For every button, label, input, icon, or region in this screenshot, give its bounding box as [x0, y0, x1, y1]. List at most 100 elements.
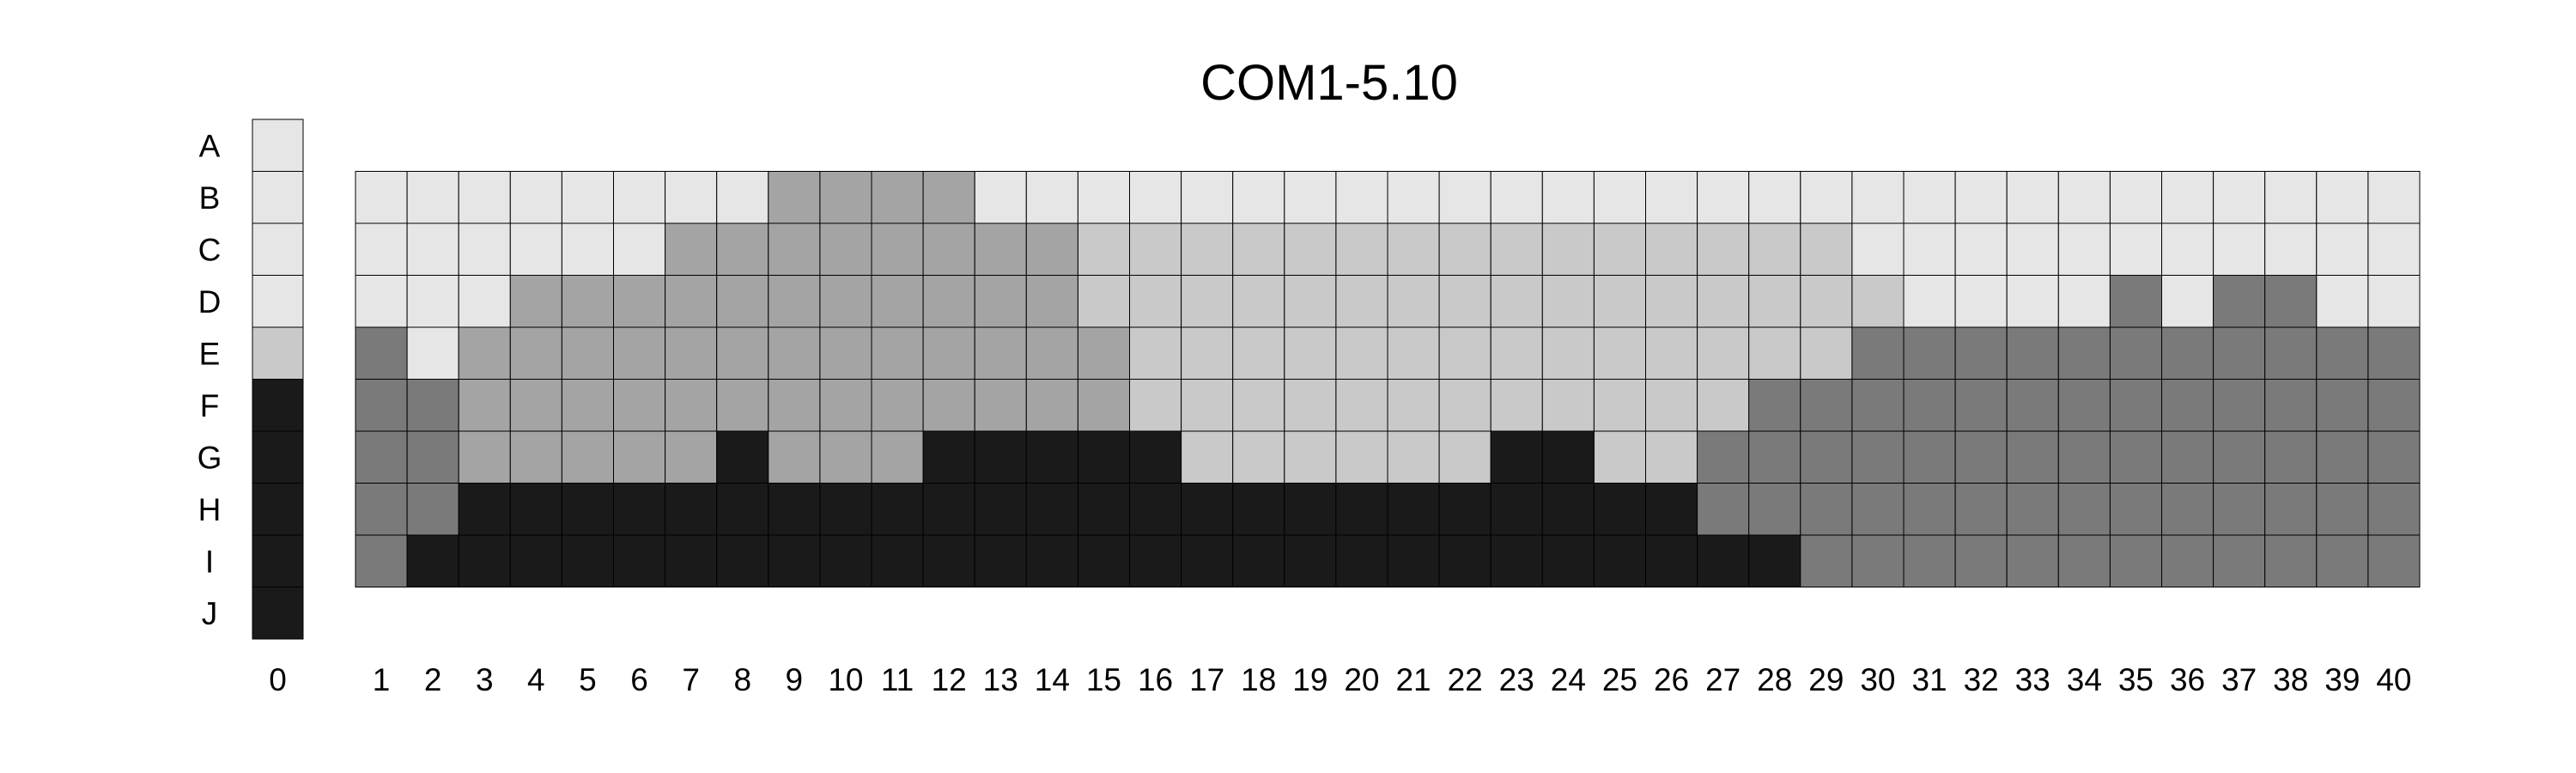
cell-d-25 — [1593, 275, 1647, 328]
cell-i-25 — [1593, 534, 1647, 587]
cell-c-1 — [355, 222, 408, 276]
cell-c-10 — [819, 222, 872, 276]
column-label-19: 19 — [1292, 662, 1327, 697]
cell-b-13 — [974, 171, 1027, 224]
cell-i-21 — [1387, 534, 1440, 587]
row-label-g: G — [197, 440, 222, 475]
chart-title: COM1-5.10 — [1200, 55, 1458, 111]
cell-h-4 — [509, 483, 562, 536]
cell-i-11 — [871, 534, 924, 587]
ref-cell-b — [252, 171, 304, 224]
cell-c-36 — [2161, 222, 2215, 276]
cell-b-33 — [2006, 171, 2059, 224]
row-label-e: E — [199, 336, 221, 371]
cell-e-22 — [1438, 326, 1492, 380]
cell-e-25 — [1593, 326, 1647, 380]
column-label-16: 16 — [1138, 662, 1173, 697]
cell-h-36 — [2161, 483, 2215, 536]
cell-c-27 — [1697, 222, 1750, 276]
column-label-18: 18 — [1241, 662, 1276, 697]
cell-h-17 — [1181, 483, 1234, 536]
cell-d-1 — [355, 275, 408, 328]
cell-f-4 — [509, 379, 562, 432]
column-label-7: 7 — [682, 662, 700, 697]
column-label-4: 4 — [527, 662, 545, 697]
cell-e-6 — [613, 326, 666, 380]
cell-e-37 — [2213, 326, 2266, 380]
cell-d-10 — [819, 275, 872, 328]
cell-c-38 — [2264, 222, 2318, 276]
column-label-33: 33 — [2015, 662, 2050, 697]
cell-c-5 — [561, 222, 615, 276]
cell-g-9 — [768, 430, 821, 484]
cell-e-31 — [1903, 326, 1956, 380]
cell-e-27 — [1697, 326, 1750, 380]
cell-c-33 — [2006, 222, 2059, 276]
cell-e-30 — [1851, 326, 1905, 380]
cell-g-21 — [1387, 430, 1440, 484]
cell-h-12 — [922, 483, 975, 536]
cell-d-35 — [2109, 275, 2162, 328]
cell-d-18 — [1232, 275, 1285, 328]
cell-b-36 — [2161, 171, 2215, 224]
cell-e-13 — [974, 326, 1027, 380]
cell-f-9 — [768, 379, 821, 432]
cell-c-11 — [871, 222, 924, 276]
cell-b-38 — [2264, 171, 2318, 224]
cell-f-39 — [2316, 379, 2369, 432]
cell-i-3 — [458, 534, 511, 587]
cell-g-18 — [1232, 430, 1285, 484]
column-label-0: 0 — [269, 662, 287, 697]
column-label-15: 15 — [1086, 662, 1121, 697]
cell-d-36 — [2161, 275, 2215, 328]
cell-h-6 — [613, 483, 666, 536]
column-label-28: 28 — [1757, 662, 1792, 697]
cell-f-18 — [1232, 379, 1285, 432]
cell-f-36 — [2161, 379, 2215, 432]
column-label-11: 11 — [881, 662, 914, 697]
cell-f-7 — [665, 379, 718, 432]
cell-b-11 — [871, 171, 924, 224]
cell-f-26 — [1645, 379, 1698, 432]
cell-b-6 — [613, 171, 666, 224]
cell-h-29 — [1800, 483, 1853, 536]
cell-f-6 — [613, 379, 666, 432]
cell-d-33 — [2006, 275, 2059, 328]
cell-c-6 — [613, 222, 666, 276]
cell-b-21 — [1387, 171, 1440, 224]
cell-i-7 — [665, 534, 718, 587]
cell-f-16 — [1129, 379, 1182, 432]
cell-c-37 — [2213, 222, 2266, 276]
cell-b-16 — [1129, 171, 1182, 224]
column-label-30: 30 — [1860, 662, 1895, 697]
cell-d-32 — [1954, 275, 2008, 328]
cell-f-10 — [819, 379, 872, 432]
cell-h-39 — [2316, 483, 2369, 536]
cell-i-29 — [1800, 534, 1853, 587]
row-label-j: J — [202, 596, 218, 631]
cell-d-40 — [2367, 275, 2421, 328]
cell-i-36 — [2161, 534, 2215, 587]
cell-c-12 — [922, 222, 975, 276]
cell-c-30 — [1851, 222, 1905, 276]
cell-c-3 — [458, 222, 511, 276]
cell-b-18 — [1232, 171, 1285, 224]
cell-g-32 — [1954, 430, 2008, 484]
cell-e-36 — [2161, 326, 2215, 380]
cell-d-11 — [871, 275, 924, 328]
cell-c-18 — [1232, 222, 1285, 276]
cell-g-34 — [2057, 430, 2111, 484]
cell-g-35 — [2109, 430, 2162, 484]
cell-f-23 — [1490, 379, 1543, 432]
cell-i-37 — [2213, 534, 2266, 587]
cell-d-16 — [1129, 275, 1182, 328]
cell-c-14 — [1025, 222, 1078, 276]
cell-c-19 — [1284, 222, 1337, 276]
cell-d-2 — [406, 275, 459, 328]
cell-f-17 — [1181, 379, 1234, 432]
cell-b-32 — [1954, 171, 2008, 224]
cell-d-8 — [716, 275, 769, 328]
cell-b-22 — [1438, 171, 1492, 224]
cell-e-28 — [1748, 326, 1801, 380]
